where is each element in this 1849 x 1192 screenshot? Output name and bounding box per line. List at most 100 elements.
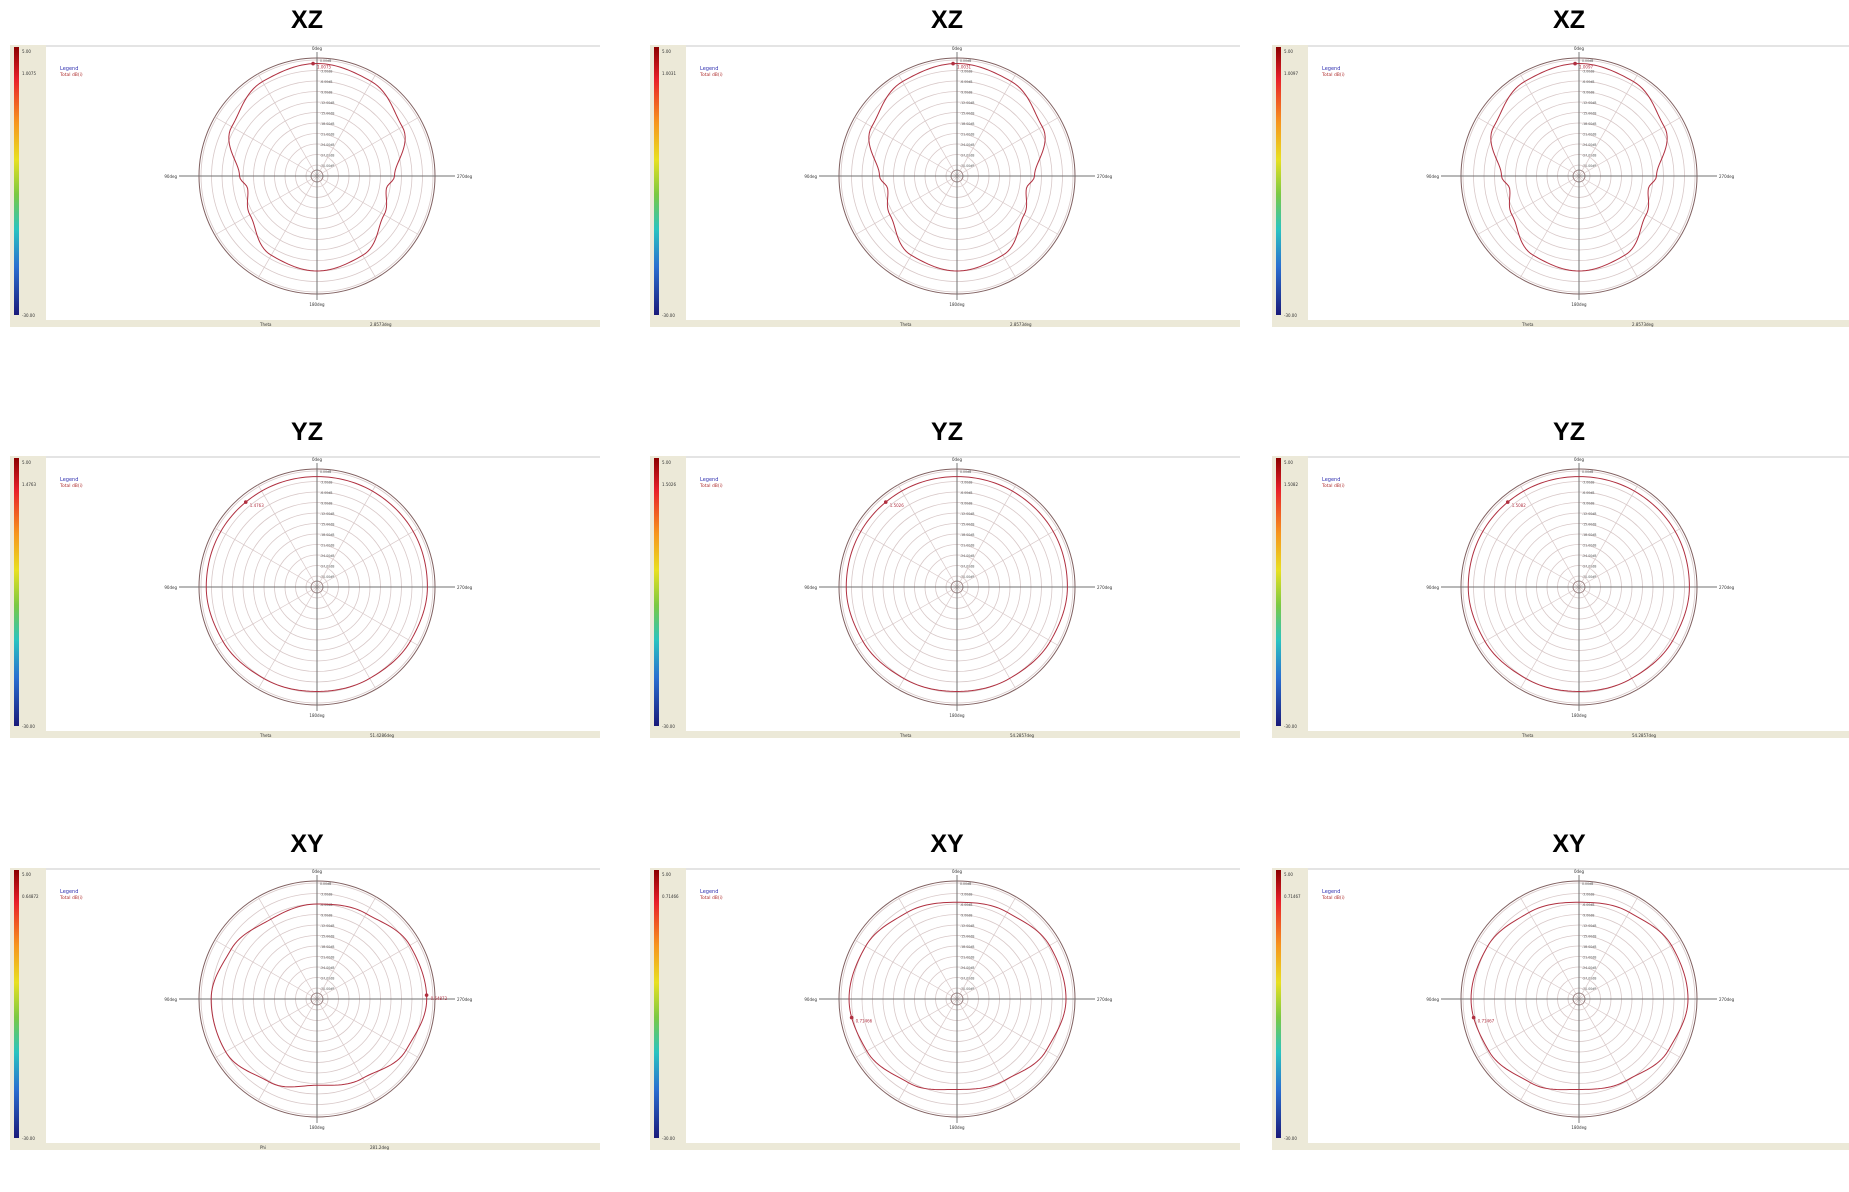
grid-spoke xyxy=(956,998,1017,1102)
legend-entry: Total dB(i) xyxy=(59,483,83,489)
grid-spoke xyxy=(1578,484,1639,588)
colorbar-max-label: 0.64872 xyxy=(22,894,39,899)
grid-spoke xyxy=(1578,73,1639,177)
grid-spoke xyxy=(897,998,958,1102)
angle-label-right: 270deg xyxy=(1719,585,1735,590)
status-left-label: Theta xyxy=(899,322,912,327)
angle-label-top: 0deg xyxy=(312,869,323,874)
colorbar xyxy=(1276,458,1281,726)
ring-label: -18.00dB xyxy=(1582,122,1597,126)
grid-spoke xyxy=(257,175,318,279)
colorbar-min-label: -30.00 xyxy=(662,1136,675,1141)
ring-label: -24.00dB xyxy=(1582,966,1597,970)
peak-marker-label: 1.0097 xyxy=(1579,65,1593,70)
grid-spoke xyxy=(257,586,318,690)
grid-spoke xyxy=(956,73,1017,177)
ring-label: -18.00dB xyxy=(320,533,335,537)
ring-label: -18.00dB xyxy=(960,945,975,949)
grid-spoke xyxy=(854,527,958,588)
peak-marker xyxy=(1505,500,1510,504)
ring-label: -18.00dB xyxy=(1582,945,1597,949)
colorbar-max-label: 0.71467 xyxy=(1284,894,1301,899)
polar-plot-panel: 5.00 0.64872 -30.00 Legend Total dB(i) 0.00dB… xyxy=(10,868,600,1150)
peak-marker-label: 1.0031 xyxy=(957,65,971,70)
status-strip xyxy=(10,320,600,327)
angle-label-top: 0deg xyxy=(1574,457,1585,462)
grid-spoke xyxy=(956,484,1017,588)
colorbar-top-label: 5.00 xyxy=(1284,460,1293,465)
angle-label-top: 0deg xyxy=(312,46,323,51)
angle-label-top: 0deg xyxy=(1574,869,1585,874)
legend-entry: Total dB(i) xyxy=(1321,895,1345,901)
ring-label: -3.00dB xyxy=(960,70,972,74)
grid-spoke xyxy=(1578,586,1639,690)
grid-spoke xyxy=(316,939,420,1000)
colorbar-min-label: -30.00 xyxy=(22,313,35,318)
status-left-label: Phi xyxy=(260,1145,266,1150)
grid-spoke xyxy=(1519,998,1580,1102)
peak-marker xyxy=(243,500,248,504)
grid-spoke xyxy=(956,175,1060,236)
series-line-total-gain xyxy=(1470,901,1689,1091)
status-right-label: 51.4286deg xyxy=(370,733,395,738)
grid-spoke xyxy=(214,998,318,1059)
angle-label-bottom: 180deg xyxy=(949,1125,965,1130)
status-strip xyxy=(650,320,1240,327)
ring-label: -15.00dB xyxy=(960,112,975,116)
ring-label: -24.00dB xyxy=(960,966,975,970)
ring-label: 0.00dB xyxy=(320,59,331,63)
ring-label: -6.00dB xyxy=(960,80,972,84)
grid-spoke xyxy=(897,896,958,1000)
grid-spoke xyxy=(956,998,1060,1059)
angle-label-left: 90deg xyxy=(164,585,177,590)
legend-title: Legend xyxy=(60,889,78,895)
series-line-total-gain xyxy=(848,901,1067,1091)
ring-label: -24.00dB xyxy=(960,143,975,147)
angle-label-bottom: 180deg xyxy=(1571,1125,1587,1130)
status-strip xyxy=(650,731,1240,738)
grid-spoke xyxy=(316,175,377,279)
ring-label: 0.00dB xyxy=(320,882,331,886)
angle-label-right: 270deg xyxy=(1097,585,1113,590)
plane-title: XZ xyxy=(1553,6,1585,34)
ring-label: -3.00dB xyxy=(320,481,332,485)
peak-marker-label: 1.5026 xyxy=(890,503,904,508)
colorbar xyxy=(14,458,19,726)
ring-label: -18.00dB xyxy=(1582,533,1597,537)
angle-label-left: 90deg xyxy=(804,997,817,1002)
angle-label-top: 0deg xyxy=(312,457,323,462)
ring-label: -3.00dB xyxy=(1582,893,1594,897)
ring-label: -27.00dB xyxy=(320,565,335,569)
grid-spoke xyxy=(257,73,318,177)
grid-spoke xyxy=(956,586,1060,647)
grid-spoke xyxy=(1476,998,1580,1059)
angle-label-left: 90deg xyxy=(1426,997,1439,1002)
series-line-total-gain xyxy=(205,476,428,692)
ring-label: -3.00dB xyxy=(320,893,332,897)
ring-label: -24.00dB xyxy=(1582,143,1597,147)
colorbar-max-label: 1.5026 xyxy=(662,482,676,487)
colorbar-min-label: -30.00 xyxy=(662,313,675,318)
grid-spoke xyxy=(214,939,318,1000)
ring-label: -24.00dB xyxy=(1582,554,1597,558)
ring-label: -15.00dB xyxy=(1582,935,1597,939)
ring-label: 0.00dB xyxy=(1582,470,1593,474)
status-left-label: Theta xyxy=(899,733,912,738)
colorbar-top-label: 5.00 xyxy=(22,49,31,54)
peak-marker xyxy=(883,500,888,504)
ring-label: -12.00dB xyxy=(960,924,975,928)
ring-label: -30.00dB xyxy=(1582,575,1597,579)
ring-label: -24.00dB xyxy=(320,143,335,147)
legend-title: Legend xyxy=(700,66,718,72)
status-right-label: 281.2deg xyxy=(370,1145,389,1150)
peak-marker-label: 1.5082 xyxy=(1512,503,1526,508)
angle-label-right: 270deg xyxy=(457,997,473,1002)
ring-label: 0.00dB xyxy=(1582,59,1593,63)
peak-marker-label: 0.71466 xyxy=(856,1019,873,1024)
